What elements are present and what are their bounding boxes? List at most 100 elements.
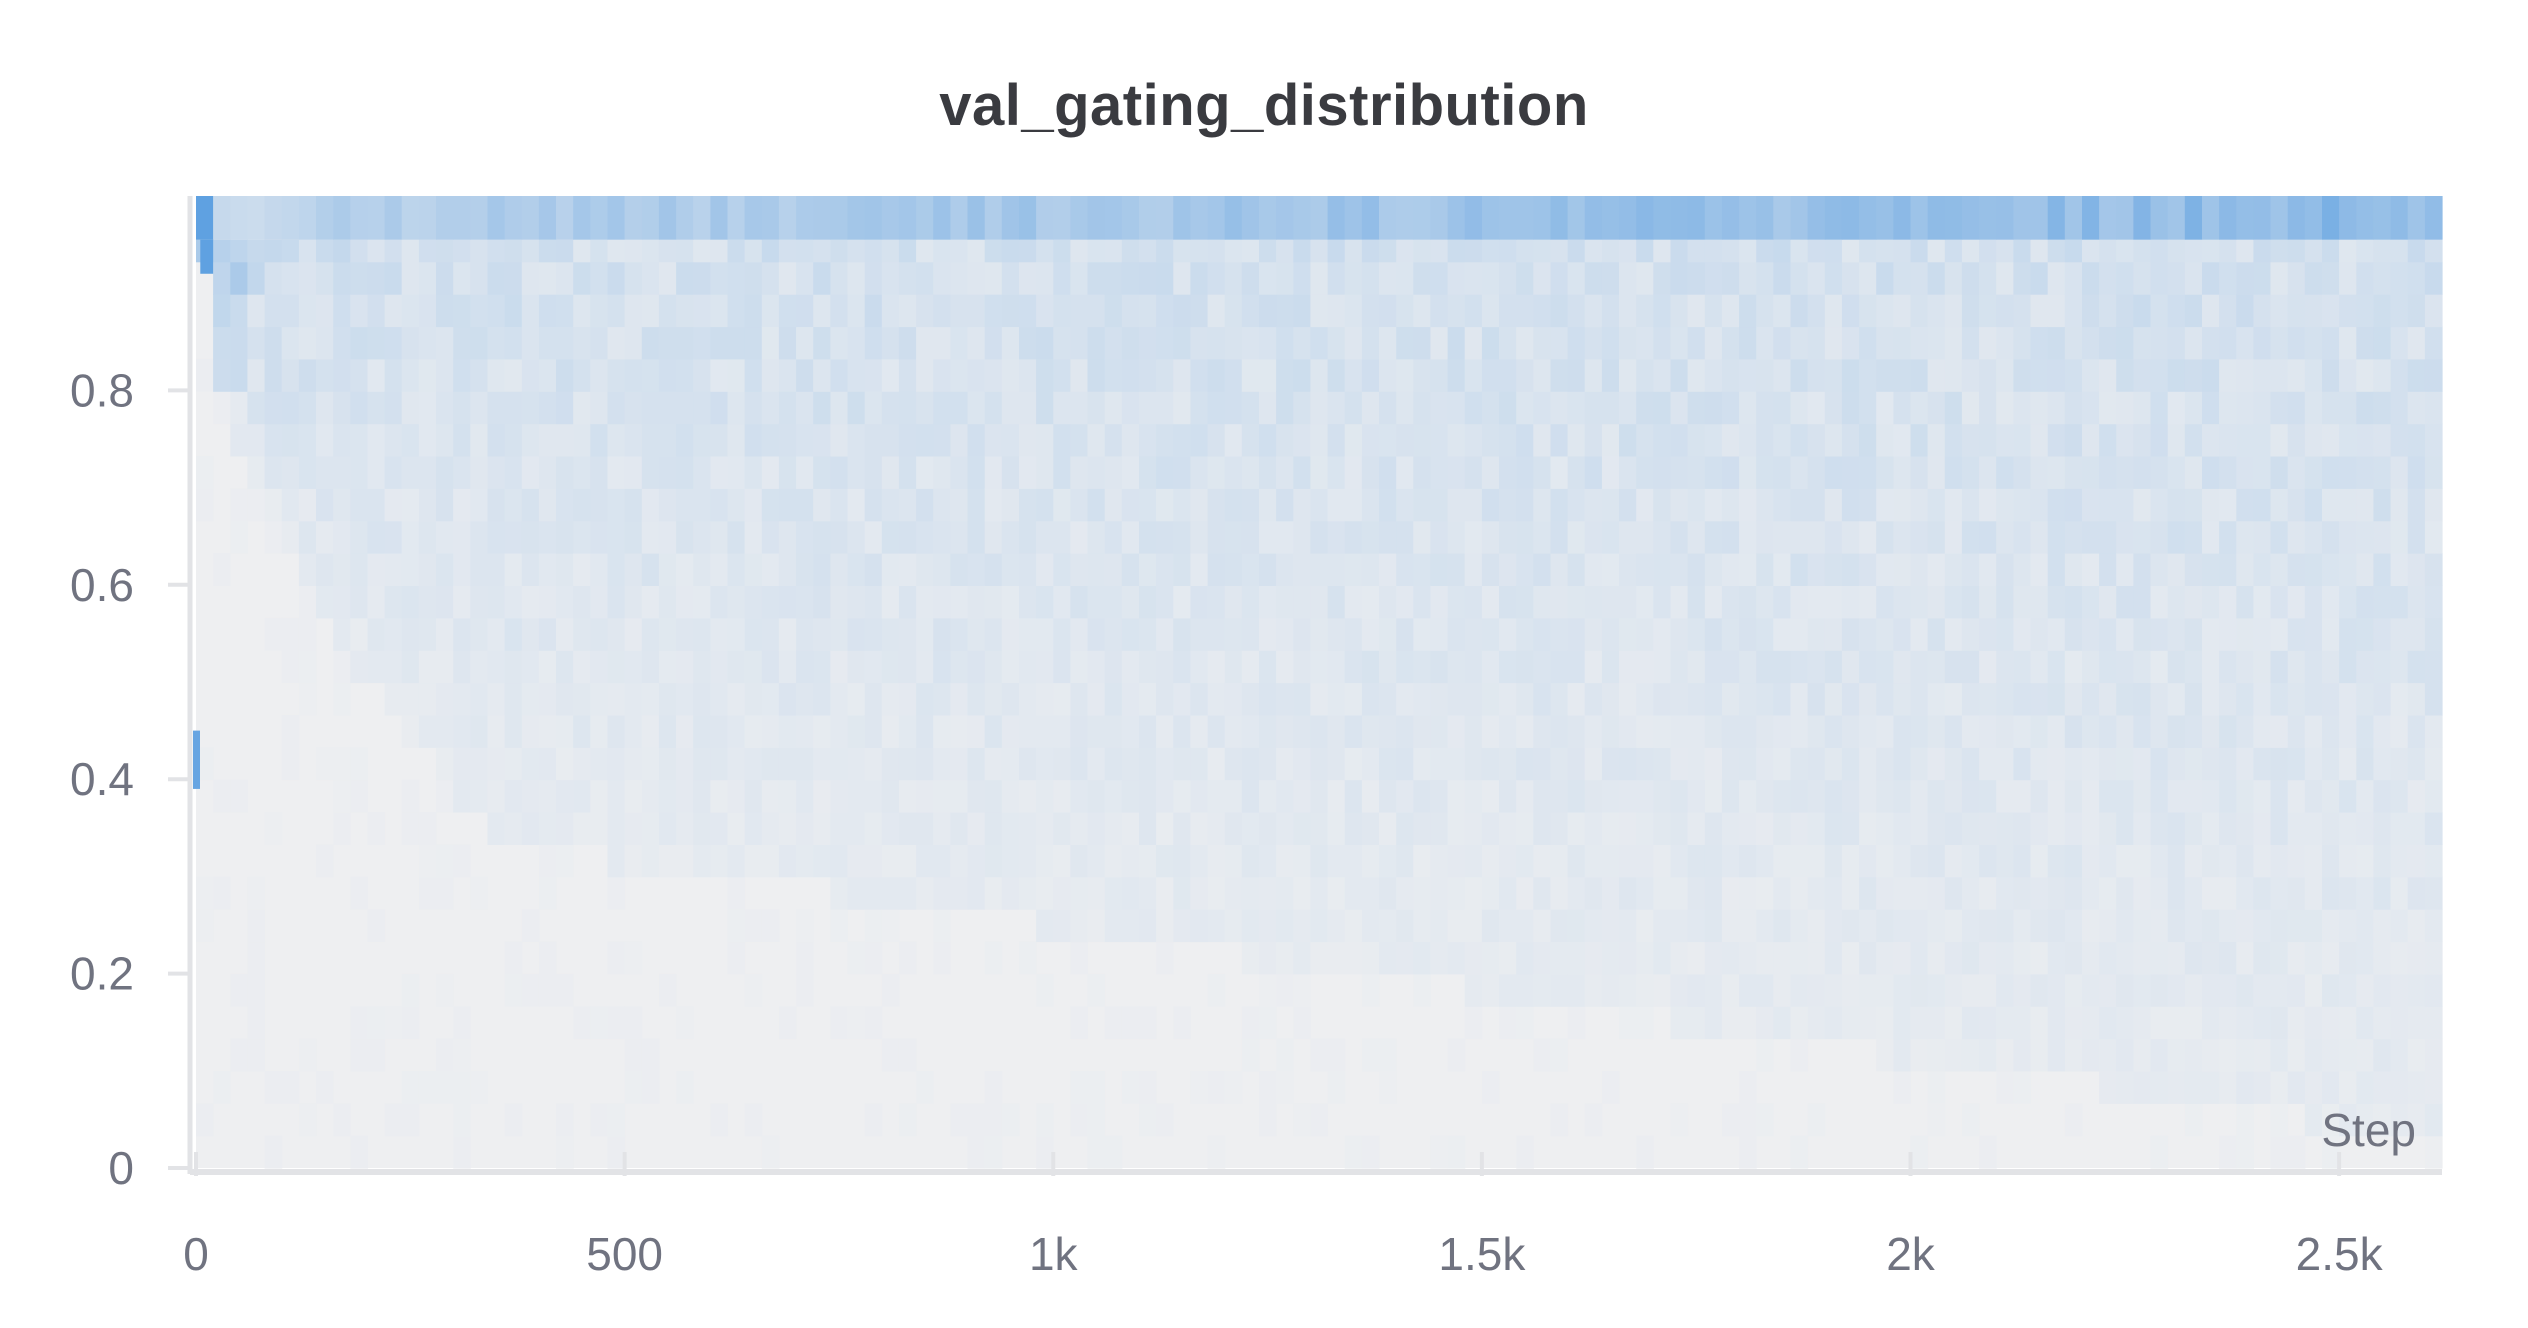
heatmap-cell [1481,779,1500,813]
heatmap-cell [1156,455,1174,489]
heatmap-cell [1481,876,1500,910]
heatmap-cell [2424,779,2443,813]
heatmap-cell [1396,747,1414,781]
heatmap-cell [2082,973,2100,1007]
heatmap-cell [1207,585,1226,619]
heatmap-cell [1036,876,1054,910]
heatmap-cell [1927,682,1946,716]
heatmap-cell [1464,1006,1483,1040]
heatmap-cell [2322,1070,2340,1104]
heatmap-cell [1824,294,1843,328]
heatmap-cell [1190,391,1209,425]
heatmap-cell [916,196,934,240]
heatmap-cell [350,617,368,651]
heatmap-cell [881,779,900,813]
heatmap-cell [2064,1103,2083,1137]
heatmap-cell [1601,941,1620,975]
heatmap-cell [2236,196,2254,240]
heatmap-cell [2099,553,2117,586]
heatmap-cell [2099,423,2117,457]
heatmap-cell [1721,876,1740,910]
heatmap-cell [1344,239,1363,263]
heatmap-cell [1413,650,1431,684]
heatmap-cell [1430,196,1449,240]
heatmap-cell [1584,650,1603,684]
heatmap-cell [1601,294,1620,328]
heatmap-cell [658,488,677,522]
heatmap-cell [573,358,591,392]
heatmap-cell [453,650,471,684]
heatmap-cell [521,714,540,748]
heatmap-cell [1276,747,1294,781]
heatmap-cell [898,196,917,240]
heatmap-cell [2356,261,2374,295]
heatmap-cell [830,844,849,878]
heatmap-cell [1790,239,1809,263]
heatmap-cell [1019,714,1037,748]
heatmap-cell [1344,455,1363,489]
heatmap-cell [590,239,608,263]
heatmap-cell [1224,196,1243,240]
heatmap-cell [2184,423,2203,457]
heatmap-cell [1687,585,1706,619]
heatmap-cell [1173,423,1191,457]
heatmap-cell [933,909,951,943]
heatmap-cell [1173,455,1191,489]
heatmap-cell [1773,261,1791,295]
heatmap-cell [1430,553,1449,586]
heatmap-cell [641,196,660,240]
heatmap-cell [607,391,626,425]
heatmap-cell [1310,682,1329,716]
heatmap-cell [744,488,763,522]
heatmap-cell [2064,941,2083,975]
heatmap-cell [761,326,780,360]
heatmap-cell [2287,1038,2306,1072]
heatmap-cell [1893,1006,1912,1040]
heatmap-cell [1567,520,1586,554]
heatmap-cell [1464,585,1483,619]
heatmap-cell [1361,909,1380,943]
heatmap-cell [2116,844,2134,878]
heatmap-cell [1121,682,1140,716]
heatmap-cell [2356,520,2374,554]
heatmap-cell [761,1135,780,1169]
heatmap-cell [487,747,506,781]
heatmap-cell [693,714,711,748]
heatmap-cell [2424,520,2443,554]
heatmap-cell [2356,391,2374,425]
heatmap-cell [1207,239,1226,263]
heatmap-cell [2064,239,2083,263]
heatmap-cell [1121,358,1140,392]
heatmap-cell [2202,423,2220,457]
heatmap-cell [487,294,506,328]
heatmap-cell [1756,941,1774,975]
heatmap-cell [1601,617,1620,651]
heatmap-cell [1036,617,1054,651]
heatmap-cell [1893,294,1912,328]
heatmap-cell [453,196,471,240]
heatmap-cell [1893,617,1912,651]
heatmap-cell [1996,585,2014,619]
heatmap-cell [2236,239,2254,263]
heatmap-cell [1807,876,1826,910]
heatmap-cell [693,520,711,554]
heatmap-cell [521,358,540,392]
heatmap-cell [1344,358,1363,392]
heatmap-cell [2202,488,2220,522]
heatmap-cell [1824,358,1843,392]
heatmap-cell [2373,812,2392,845]
heatmap-cell [1173,520,1191,554]
heatmap-cell [2339,747,2357,781]
heatmap-cell [1773,455,1791,489]
heatmap-cell [1001,747,1020,781]
x-tick-label: 2.5k [2296,1228,2384,1280]
heatmap-cell [1533,196,1551,240]
heatmap-cell [658,747,677,781]
heatmap-cell [727,358,746,392]
heatmap-cell [1739,423,1757,457]
x-tick-label: 500 [586,1228,663,1280]
heatmap-cell [1224,812,1243,845]
heatmap-cell [2030,196,2049,240]
heatmap-cell [2356,650,2374,684]
heatmap-cell [1567,876,1586,910]
